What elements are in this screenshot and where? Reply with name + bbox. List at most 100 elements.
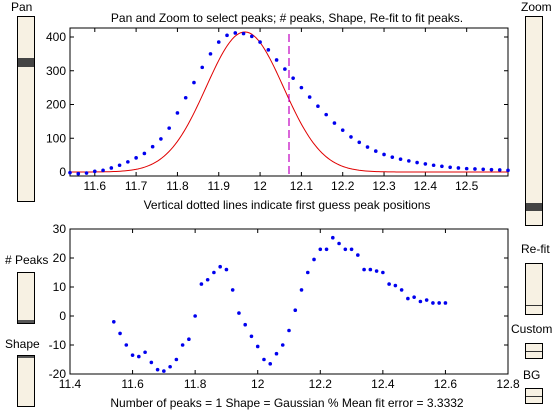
residual-data-point <box>318 247 323 252</box>
zoom-slider[interactable] <box>525 16 543 226</box>
top-y-tick-label: 100 <box>46 131 66 145</box>
top-data-point <box>283 67 287 71</box>
residual-data-point <box>112 320 116 324</box>
residual-data-point <box>124 343 129 347</box>
residual-data-point <box>149 360 154 365</box>
top-data-point <box>431 163 436 168</box>
bottom-x-tick-label: 11.8 <box>184 377 207 391</box>
residual-data-points <box>112 235 448 373</box>
top-y-tick-label: 400 <box>46 30 66 44</box>
top-data-point <box>150 144 155 149</box>
residual-data-point <box>180 343 185 347</box>
residual-data-point <box>212 270 216 275</box>
residual-data-point <box>143 350 147 355</box>
bottom-x-tick-label: 12.4 <box>371 377 395 391</box>
top-data-point <box>291 76 295 80</box>
residual-data-point <box>387 282 391 286</box>
residual-data-point <box>424 298 429 302</box>
residual-data-point <box>187 337 191 342</box>
residual-data-point <box>118 331 122 336</box>
top-data-point <box>126 160 130 164</box>
residual-data-point <box>218 264 222 269</box>
peaks-button[interactable] <box>17 272 35 324</box>
top-data-point <box>117 163 122 168</box>
top-x-tick-label: 12.2 <box>331 179 355 193</box>
bottom-y-tick-label: -10 <box>49 338 67 352</box>
bg-button[interactable] <box>525 388 543 404</box>
residual-data-point <box>255 344 260 349</box>
top-data-point <box>175 111 180 115</box>
residual-data-point <box>305 270 310 275</box>
top-x-tick-label: 12.5 <box>455 179 479 193</box>
custom-button[interactable] <box>525 343 543 359</box>
top-data-point <box>250 34 254 39</box>
residual-data-point <box>168 364 172 369</box>
top-data-point <box>241 31 246 36</box>
top-data-point <box>382 152 386 157</box>
residual-data-point <box>287 328 291 333</box>
residual-data-point <box>412 295 416 299</box>
residual-data-point <box>331 235 335 240</box>
zoom-label: Zoom <box>521 0 552 14</box>
top-data-point <box>481 167 486 172</box>
pan-slider[interactable] <box>17 16 35 202</box>
top-data-point <box>324 112 328 117</box>
bg-button-line <box>526 396 542 397</box>
top-data-point <box>68 170 72 175</box>
top-x-tick-label: 11.7 <box>125 179 148 193</box>
top-data-point <box>200 65 205 70</box>
residual-data-point <box>437 301 441 305</box>
residual-data-point <box>193 314 197 318</box>
bottom-x-tick-label: 12.2 <box>309 377 333 391</box>
top-data-point <box>365 145 370 149</box>
peaks-button-bar <box>18 320 34 323</box>
residual-data-point <box>349 247 354 252</box>
residual-data-point <box>362 267 366 272</box>
top-data-point <box>398 157 403 161</box>
residual-data-point <box>356 253 360 257</box>
bottom-y-tick-label: -20 <box>49 367 67 381</box>
top-data-point <box>390 155 395 159</box>
top-data-point <box>299 85 304 90</box>
top-data-point <box>266 48 271 52</box>
zoom-slider-thumb[interactable] <box>526 203 542 211</box>
bottom-x-tick-label: 11.6 <box>121 377 144 391</box>
top-x-tick-label: 12.3 <box>372 179 396 193</box>
bg-label: BG <box>523 368 541 382</box>
shape-label: Shape <box>5 337 40 351</box>
refit-button[interactable] <box>525 263 543 315</box>
top-data-point <box>225 33 229 38</box>
residual-data-point <box>374 269 379 273</box>
top-plot-frame <box>69 27 509 177</box>
residual-data-point <box>262 357 266 362</box>
top-x-tick-label: 12 <box>253 179 267 193</box>
top-data-point <box>497 168 502 172</box>
top-data-point <box>316 104 320 108</box>
top-data-point <box>340 128 345 132</box>
pan-slider-thumb[interactable] <box>18 57 34 67</box>
residual-data-point <box>224 267 229 272</box>
residual-data-point <box>130 353 135 357</box>
residual-data-point <box>368 267 373 272</box>
bottom-x-tick-label: 11.4 <box>59 377 82 391</box>
top-data-point <box>506 168 510 173</box>
top-x-tick-label: 11.8 <box>166 179 189 193</box>
residual-data-point <box>162 369 166 373</box>
top-data-point <box>489 167 494 172</box>
residual-data-point <box>237 311 241 315</box>
residual-data-point <box>324 247 329 252</box>
pan-label: Pan <box>11 0 33 14</box>
top-data-point <box>307 95 312 99</box>
residual-data-point <box>299 288 304 292</box>
residual-data-point <box>406 296 410 301</box>
top-data-point <box>142 151 147 156</box>
top-x-tick-label: 11.6 <box>84 179 107 193</box>
residual-data-point <box>337 241 341 246</box>
top-x-tick-label: 12.4 <box>414 179 438 193</box>
top-x-tick-label: 11.9 <box>208 179 231 193</box>
top-data-point <box>167 126 171 130</box>
bottom-y-tick-label: 0 <box>59 309 66 323</box>
bottom-x-tick-label: 12.8 <box>496 377 520 391</box>
bottom-y-tick-label: 20 <box>53 251 67 265</box>
shape-button[interactable] <box>17 355 35 407</box>
